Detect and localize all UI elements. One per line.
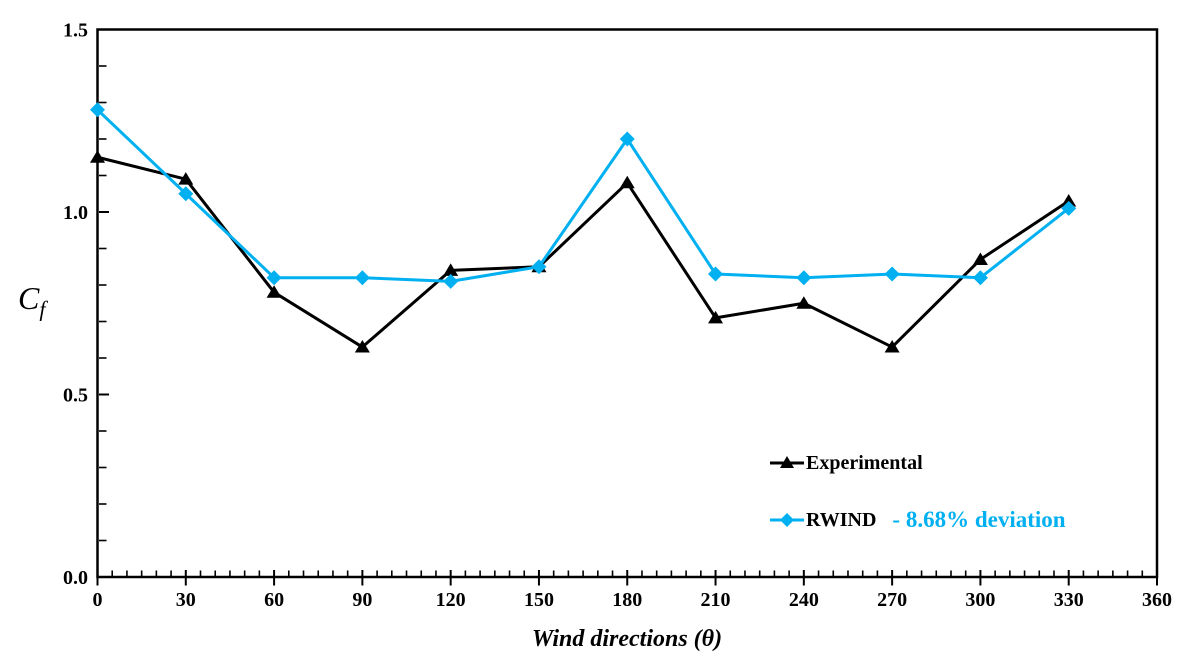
experimental-marker bbox=[354, 340, 370, 353]
rwind-marker bbox=[796, 270, 812, 286]
x-tick-label: 90 bbox=[352, 589, 372, 611]
x-tick-label: 270 bbox=[877, 589, 907, 611]
x-axis-title: Wind directions (θ) bbox=[531, 626, 723, 652]
x-tick-label: 210 bbox=[701, 589, 731, 611]
y-axis-title: Cf bbox=[18, 280, 45, 322]
experimental-line bbox=[97, 155, 1070, 349]
rwind-marker bbox=[178, 186, 194, 202]
experimental-marker bbox=[884, 340, 900, 353]
rwind-marker bbox=[266, 270, 282, 286]
legend-entry-experimental: Experimental bbox=[770, 451, 923, 475]
y-axis-title-sub: f bbox=[39, 296, 46, 322]
x-tick-label: 60 bbox=[264, 589, 284, 611]
rwind-marker bbox=[884, 266, 900, 282]
experimental-marker bbox=[90, 150, 105, 163]
experimental-marker bbox=[266, 285, 282, 298]
legend-label-rwind: RWIND bbox=[806, 508, 877, 531]
x-tick-label: 150 bbox=[524, 589, 554, 611]
legend-entry-rwind: RWIND - 8.68% deviation bbox=[770, 506, 1066, 534]
rwind-line bbox=[96, 108, 1070, 283]
experimental-marker bbox=[178, 172, 194, 185]
deviation-note: - 8.68% deviation bbox=[892, 507, 1066, 532]
experimental-marker bbox=[443, 263, 459, 276]
x-tick-label: 330 bbox=[1054, 589, 1084, 611]
rwind-marker bbox=[354, 270, 370, 286]
rwind-marker bbox=[619, 131, 635, 147]
rwind-marker bbox=[443, 273, 459, 289]
rwind-marker bbox=[1061, 200, 1077, 216]
x-tick-label: 0 bbox=[93, 589, 103, 611]
experimental-marker bbox=[619, 175, 635, 189]
y-tick-label: 1.5 bbox=[63, 20, 88, 42]
x-tick-label: 120 bbox=[436, 589, 466, 611]
x-tick-label: 360 bbox=[1142, 589, 1172, 611]
rwind-line-marker-icon bbox=[770, 513, 804, 527]
experimental-marker bbox=[972, 252, 988, 265]
plot-border bbox=[96, 28, 1159, 579]
experimental-marker bbox=[1061, 194, 1077, 207]
legend-label-experimental: Experimental bbox=[806, 451, 923, 474]
experimental-marker bbox=[796, 296, 812, 309]
y-tick-label: 0.5 bbox=[63, 385, 88, 407]
rwind-marker bbox=[531, 259, 547, 275]
rwind-marker bbox=[708, 266, 724, 282]
experimental-line-marker-icon bbox=[770, 456, 804, 468]
x-tick-label: 240 bbox=[789, 589, 819, 611]
y-axis-title-main: C bbox=[18, 280, 40, 316]
x-tick-label: 300 bbox=[965, 589, 995, 611]
x-tick-label: 30 bbox=[176, 589, 196, 611]
x-tick-label: 180 bbox=[612, 589, 642, 611]
rwind-marker bbox=[972, 270, 988, 286]
rwind-marker bbox=[90, 102, 105, 118]
y-tick-label: 0.0 bbox=[63, 567, 88, 589]
y-tick-label: 1.0 bbox=[63, 202, 88, 224]
experimental-marker bbox=[708, 310, 724, 324]
